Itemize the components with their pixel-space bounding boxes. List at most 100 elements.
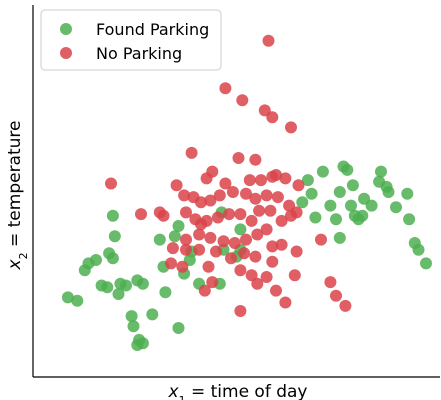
point-found-parking-53 bbox=[356, 209, 369, 222]
point-no-parking-32 bbox=[135, 208, 147, 221]
point-found-parking-8 bbox=[106, 209, 119, 222]
point-no-parking-73 bbox=[260, 271, 273, 283]
point-no-parking-27 bbox=[260, 189, 273, 202]
point-no-parking-6 bbox=[185, 146, 198, 159]
point-found-parking-38 bbox=[296, 196, 309, 209]
point-found-parking-55 bbox=[365, 199, 378, 212]
legend-marker-no-parking bbox=[60, 47, 72, 59]
point-no-parking-24 bbox=[226, 186, 239, 198]
legend: Found Parking No Parking bbox=[40, 9, 222, 71]
legend-label-no-parking: No Parking bbox=[96, 44, 182, 63]
point-no-parking-69 bbox=[315, 233, 327, 246]
point-no-parking-80 bbox=[339, 299, 352, 312]
x-axis-label-var: x bbox=[168, 382, 180, 400]
point-found-parking-0 bbox=[61, 291, 74, 304]
point-found-parking-46 bbox=[333, 231, 346, 244]
point-no-parking-78 bbox=[330, 289, 342, 302]
point-no-parking-47 bbox=[193, 228, 206, 241]
point-found-parking-40 bbox=[305, 187, 318, 200]
point-no-parking-22 bbox=[204, 194, 217, 207]
point-no-parking-28 bbox=[271, 191, 284, 204]
point-found-parking-45 bbox=[330, 213, 342, 226]
point-no-parking-79 bbox=[234, 305, 247, 317]
point-no-parking-45 bbox=[285, 209, 297, 222]
legend-marker-found-parking bbox=[60, 23, 72, 35]
point-no-parking-40 bbox=[234, 208, 247, 221]
point-found-parking-44 bbox=[333, 186, 346, 198]
point-no-parking-65 bbox=[245, 269, 258, 282]
point-found-parking-6 bbox=[101, 281, 114, 294]
plot-area bbox=[61, 34, 432, 351]
point-no-parking-74 bbox=[270, 284, 282, 297]
point-no-parking-76 bbox=[288, 269, 301, 282]
point-no-parking-43 bbox=[264, 204, 277, 217]
point-no-parking-70 bbox=[198, 284, 211, 297]
point-no-parking-21 bbox=[195, 196, 207, 209]
point-found-parking-30 bbox=[172, 220, 185, 232]
point-no-parking-57 bbox=[210, 245, 222, 258]
point-no-parking-77 bbox=[324, 276, 337, 289]
y-axis-label-rest: = temperature bbox=[5, 121, 25, 253]
point-no-parking-18 bbox=[170, 179, 183, 192]
point-no-parking-63 bbox=[202, 260, 215, 273]
point-no-parking-67 bbox=[275, 238, 288, 251]
point-no-parking-52 bbox=[251, 228, 264, 241]
point-no-parking-49 bbox=[217, 235, 230, 248]
point-no-parking-17 bbox=[292, 179, 305, 192]
point-no-parking-75 bbox=[279, 296, 292, 309]
point-found-parking-21 bbox=[136, 337, 149, 350]
point-found-parking-14 bbox=[125, 310, 138, 323]
point-no-parking-82 bbox=[266, 240, 279, 253]
point-no-parking-39 bbox=[223, 208, 236, 221]
y-axis-label-var: x bbox=[5, 258, 25, 270]
point-no-parking-35 bbox=[180, 206, 192, 219]
point-no-parking-4 bbox=[266, 111, 279, 124]
point-found-parking-11 bbox=[106, 252, 119, 265]
point-found-parking-9 bbox=[108, 230, 121, 243]
point-no-parking-8 bbox=[249, 153, 262, 166]
point-no-parking-7 bbox=[232, 152, 245, 164]
point-no-parking-58 bbox=[225, 252, 237, 265]
point-no-parking-51 bbox=[240, 233, 252, 246]
point-no-parking-44 bbox=[275, 214, 288, 227]
point-no-parking-68 bbox=[290, 245, 303, 258]
point-found-parking-13 bbox=[120, 279, 132, 292]
y-axis-label-sub: 2 bbox=[17, 252, 30, 259]
point-no-parking-62 bbox=[176, 260, 189, 273]
point-found-parking-1 bbox=[71, 294, 84, 307]
point-found-parking-50 bbox=[345, 199, 357, 212]
point-no-parking-41 bbox=[245, 214, 258, 227]
x-axis-label: x1 = time of day bbox=[168, 382, 308, 400]
point-no-parking-16 bbox=[279, 172, 292, 185]
point-no-parking-50 bbox=[228, 237, 241, 249]
point-found-parking-39 bbox=[301, 174, 314, 187]
point-found-parking-22 bbox=[153, 233, 166, 246]
point-no-parking-42 bbox=[253, 204, 266, 217]
point-no-parking-2 bbox=[236, 94, 249, 107]
point-found-parking-16 bbox=[136, 277, 149, 290]
legend-box bbox=[40, 9, 222, 71]
point-found-parking-48 bbox=[341, 163, 354, 176]
point-found-parking-17 bbox=[146, 308, 159, 321]
point-found-parking-60 bbox=[390, 201, 402, 214]
point-found-parking-61 bbox=[401, 187, 414, 200]
point-no-parking-14 bbox=[255, 174, 267, 187]
point-no-parking-48 bbox=[204, 231, 217, 244]
y-axis-label: x2 = temperature bbox=[5, 121, 30, 271]
point-no-parking-25 bbox=[240, 187, 252, 200]
point-no-parking-1 bbox=[219, 82, 232, 95]
point-no-parking-0 bbox=[262, 34, 275, 47]
point-found-parking-64 bbox=[412, 243, 425, 256]
point-no-parking-61 bbox=[165, 257, 177, 270]
point-found-parking-18 bbox=[127, 320, 140, 333]
point-no-parking-71 bbox=[206, 276, 219, 289]
point-found-parking-65 bbox=[420, 257, 432, 270]
point-no-parking-12 bbox=[219, 177, 232, 190]
point-found-parking-10 bbox=[112, 288, 125, 300]
point-found-parking-62 bbox=[403, 213, 416, 226]
point-no-parking-60 bbox=[249, 250, 262, 263]
point-found-parking-37 bbox=[234, 223, 247, 236]
point-no-parking-66 bbox=[266, 255, 279, 268]
point-found-parking-42 bbox=[316, 165, 329, 178]
